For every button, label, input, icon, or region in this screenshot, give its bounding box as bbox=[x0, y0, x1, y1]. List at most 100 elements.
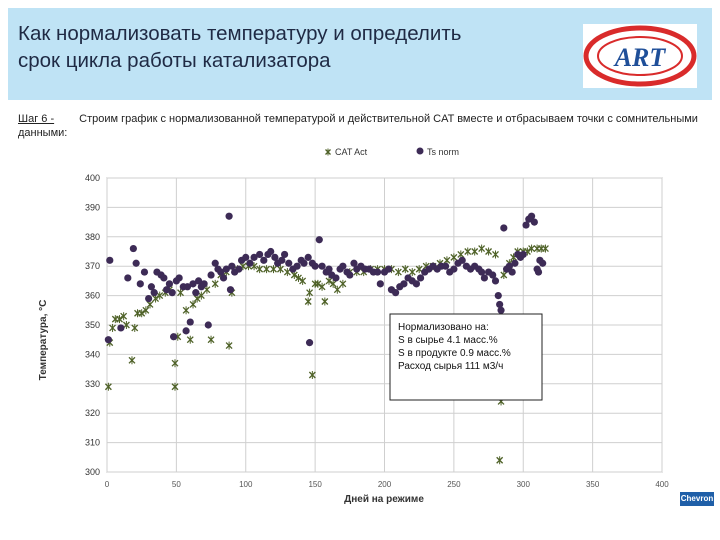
x-tick-labels: 0 50 100 150 200 250 300 350 400 bbox=[105, 480, 669, 489]
data-point-ts-norm bbox=[458, 256, 466, 264]
data-point-ts-norm bbox=[183, 283, 192, 291]
data-point-cat-act bbox=[485, 247, 493, 256]
data-point-ts-norm bbox=[150, 289, 158, 297]
data-point-ts-norm bbox=[235, 265, 243, 273]
data-point-cat-act bbox=[401, 265, 409, 274]
y-tick-label: 340 bbox=[85, 349, 100, 359]
data-point-ts-norm bbox=[339, 262, 347, 270]
data-point-cat-act bbox=[471, 247, 479, 256]
x-tick-label: 350 bbox=[586, 480, 600, 489]
data-point-ts-norm bbox=[489, 271, 497, 279]
data-point-cat-act bbox=[408, 268, 416, 277]
page-title: Как нормализовать температуру и определи… bbox=[18, 20, 558, 74]
legend-label-ts-norm: Ts norm bbox=[427, 147, 459, 157]
data-point-ts-norm bbox=[256, 250, 264, 259]
data-point-ts-norm bbox=[505, 262, 513, 270]
data-point-cat-act bbox=[203, 285, 211, 294]
y-axis-label: Температура, °C bbox=[38, 300, 49, 381]
data-point-ts-norm bbox=[285, 259, 293, 267]
data-point-ts-norm bbox=[163, 286, 171, 294]
data-point-ts-norm bbox=[170, 333, 178, 341]
data-point-cat-act bbox=[496, 456, 504, 465]
data-point-ts-norm bbox=[392, 289, 400, 297]
step-description: Шаг 6 - Строим график с нормализованной … bbox=[18, 112, 708, 140]
data-point-ts-norm bbox=[530, 218, 538, 226]
data-point-ts-norm bbox=[500, 224, 508, 232]
art-logo-graphic: ART bbox=[583, 25, 697, 87]
data-point-cat-act bbox=[207, 335, 215, 344]
annotation-line: Нормализовано на: bbox=[398, 322, 489, 333]
data-point-ts-norm bbox=[260, 256, 268, 264]
y-tick-label: 310 bbox=[85, 438, 100, 448]
data-point-ts-norm bbox=[204, 321, 212, 329]
x-tick-label: 50 bbox=[172, 480, 181, 489]
data-point-cat-act bbox=[321, 297, 329, 306]
data-point-ts-norm bbox=[129, 244, 137, 253]
data-point-ts-norm bbox=[491, 277, 500, 285]
chart-legend: CAT Act Ts norm bbox=[325, 147, 459, 157]
y-tick-label: 370 bbox=[85, 261, 100, 271]
data-point-ts-norm bbox=[527, 212, 536, 220]
data-point-cat-act bbox=[329, 279, 337, 288]
data-point-ts-norm bbox=[496, 300, 504, 309]
data-point-cat-act bbox=[314, 279, 322, 288]
data-point-cat-act bbox=[171, 359, 179, 368]
data-point-cat-act bbox=[270, 265, 277, 274]
data-point-ts-norm bbox=[246, 259, 254, 267]
data-point-ts-norm bbox=[534, 268, 543, 276]
data-point-ts-norm bbox=[168, 289, 176, 297]
data-point-cat-act bbox=[333, 285, 341, 294]
annotation-line: S в продукте 0.9 масс.% bbox=[398, 348, 511, 359]
data-point-ts-norm bbox=[106, 256, 114, 264]
x-tick-label: 0 bbox=[105, 480, 110, 489]
data-point-ts-norm bbox=[250, 253, 258, 261]
data-point-ts-norm bbox=[132, 259, 140, 267]
data-point-ts-norm bbox=[200, 280, 208, 288]
data-point-ts-norm bbox=[207, 271, 215, 279]
data-point-ts-norm bbox=[271, 253, 279, 261]
data-point-ts-norm bbox=[192, 289, 200, 297]
series-ts-norm bbox=[104, 212, 547, 347]
data-point-ts-norm bbox=[225, 212, 233, 220]
x-tick-label: 300 bbox=[517, 480, 531, 489]
data-point-ts-norm bbox=[226, 286, 235, 294]
data-point-cat-act bbox=[122, 321, 130, 329]
data-point-ts-norm bbox=[318, 262, 326, 270]
legend-item-cat-act: CAT Act bbox=[325, 147, 368, 157]
chevron-logo: Chevron bbox=[680, 492, 714, 506]
data-point-ts-norm bbox=[332, 274, 340, 282]
legend-label-cat-act: CAT Act bbox=[335, 147, 368, 157]
data-point-ts-norm bbox=[311, 262, 319, 270]
data-point-ts-norm bbox=[147, 283, 155, 291]
data-point-cat-act bbox=[120, 312, 128, 321]
data-point-cat-act bbox=[500, 271, 508, 280]
y-tick-label: 350 bbox=[85, 320, 100, 330]
data-point-ts-norm bbox=[412, 280, 421, 288]
data-point-cat-act bbox=[211, 279, 219, 288]
data-point-cat-act bbox=[325, 276, 333, 285]
art-logo: ART bbox=[583, 24, 697, 88]
data-point-ts-norm bbox=[325, 265, 333, 273]
data-point-cat-act bbox=[541, 244, 549, 253]
data-point-cat-act bbox=[104, 382, 112, 391]
data-point-ts-norm bbox=[242, 253, 250, 261]
annotation-line: S в сырье 4.1 масс.% bbox=[398, 335, 498, 346]
legend-item-ts-norm: Ts norm bbox=[416, 147, 459, 157]
temperature-chart: 300 310 320 330 340 350 360 370 380 390 400 0 50 100… bbox=[38, 147, 669, 505]
legend-marker-ts-norm bbox=[416, 147, 424, 155]
data-point-ts-norm bbox=[175, 274, 183, 282]
data-point-cat-act bbox=[478, 244, 486, 253]
data-point-ts-norm bbox=[293, 262, 301, 270]
data-point-cat-act bbox=[415, 265, 423, 274]
data-point-cat-act bbox=[464, 247, 472, 256]
data-point-ts-norm bbox=[136, 280, 144, 288]
data-point-ts-norm bbox=[304, 253, 312, 261]
y-tick-label: 400 bbox=[85, 173, 100, 183]
data-point-ts-norm bbox=[315, 236, 323, 244]
title-line-1: Как нормализовать температуру и определи… bbox=[18, 22, 462, 45]
data-point-cat-act bbox=[131, 323, 139, 332]
data-point-cat-act bbox=[109, 323, 117, 332]
annotation-lines: Нормализовано на: S в сырье 4.1 масс.% S в… bbox=[398, 322, 511, 372]
data-point-cat-act bbox=[308, 370, 316, 379]
data-point-cat-act bbox=[339, 279, 347, 288]
